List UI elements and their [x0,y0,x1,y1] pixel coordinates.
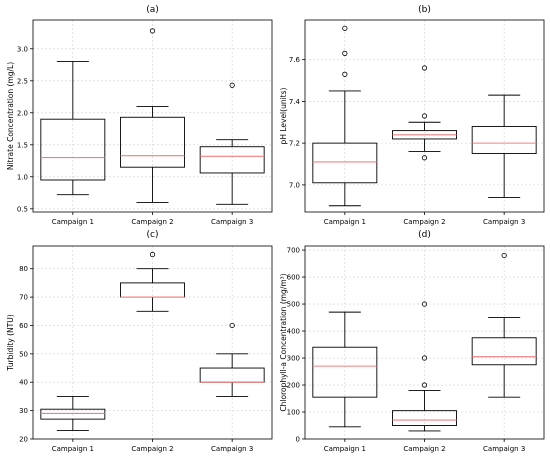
x-tick-label: Campaign 2 [131,445,173,453]
plot-frame [32,245,273,440]
chart-panel-2: (b) 7.0 7.2 7.4 7.6 Campaign 1 Campaign 2 Campa… [279,5,545,226]
outlier-point [342,50,348,56]
y-tick-label: 1.0 [17,173,28,181]
y-tick-label: 3.0 [17,45,28,53]
y-tick-label: 500 [287,301,300,309]
outlier-point [342,25,348,31]
y-axis-label: Chlorophyll-a Concentration (mg/m³) [279,273,288,411]
x-tick-label: Campaign 1 [52,218,94,226]
chart-panel-3: (c) 20 30 40 50 60 70 80 Campaign 1 Campaign 2 Cam… [6,230,273,453]
box-3 [471,94,537,198]
x-tick-label: Campaign 1 [52,445,94,453]
x-tick-label: Campaign 1 [324,445,366,453]
y-tick-label: 80 [19,265,28,273]
outlier-point [342,71,348,77]
box-iqr [471,337,537,366]
y-tick-label: 1.5 [17,141,28,149]
y-axis-label: Turbidity (NTU) [6,314,15,371]
box-iqr [471,125,537,155]
x-tick-label: Campaign 3 [211,445,253,453]
outlier-point [421,382,428,388]
chart-title: (a) [146,5,159,15]
box-1 [40,61,106,196]
y-tick-label: 7.4 [289,98,301,106]
y-tick-label: 7.2 [289,140,300,148]
y-tick-label: 600 [287,274,300,282]
plot-frame [304,19,545,213]
plot-frame [32,19,273,213]
box-3 [199,322,265,397]
outlier-point [229,82,235,88]
outlier-point [421,65,428,71]
x-tick-label: Campaign 3 [483,218,525,226]
box-iqr [392,410,457,426]
x-tick-label: Campaign 2 [403,218,445,226]
y-tick-label: 700 [287,247,300,255]
y-tick-label: 2.0 [17,109,28,117]
y-tick-label: 30 [19,407,28,415]
box-iqr [312,142,378,184]
box-3 [199,82,265,205]
y-tick-label: 0.5 [17,205,28,213]
y-tick-label: 2.5 [17,77,28,85]
y-tick-label: 60 [19,322,28,330]
y-tick-label: 7.0 [289,181,300,189]
y-tick-label: 300 [287,355,300,363]
box-2 [120,28,185,203]
chart-title: (b) [418,5,431,15]
x-tick-label: Campaign 3 [483,445,525,453]
chart-title: (d) [418,230,431,240]
plot-frame [304,245,545,440]
chart-panel-4: (d) 0 100 200 300 400 500 600 700 Campaign 1 Campa… [279,230,545,453]
outlier-point [421,355,428,361]
outlier-point [229,322,235,329]
chart-panel-1: (a) 0.5 1.0 1.5 2.0 2.5 3.0 Campaign 1 Campaign … [6,5,273,226]
x-tick-label: Campaign 2 [131,218,173,226]
outlier-point [421,155,428,161]
outlier-point [149,28,156,34]
y-tick-label: 100 [287,409,300,417]
outlier-point [421,113,428,119]
x-tick-label: Campaign 2 [403,445,445,453]
y-tick-label: 7.6 [289,56,301,64]
box-2 [120,251,185,312]
y-tick-label: 20 [19,436,28,444]
outlier-point [421,301,428,307]
box-iqr [120,116,185,168]
box-1 [40,395,106,431]
box-iqr [40,408,106,420]
box-2 [392,301,457,432]
chart-title: (c) [147,230,159,240]
outlier-point [149,251,156,258]
y-tick-label: 40 [19,379,28,387]
y-tick-label: 70 [19,294,28,302]
box-1 [312,311,378,428]
x-tick-label: Campaign 1 [324,218,366,226]
y-tick-label: 400 [287,328,300,336]
y-axis-label: pH Level(units) [279,87,288,144]
y-axis-label: Nitrate Concentration (mg/L) [6,62,15,170]
y-tick-label: 200 [287,382,300,390]
box-iqr [40,118,106,181]
outlier-point [501,252,507,259]
box-1 [312,25,378,207]
box-iqr [199,146,265,174]
y-tick-label: 50 [19,350,28,358]
y-tick-label: 0 [296,436,300,444]
box-3 [471,252,537,398]
x-tick-label: Campaign 3 [211,218,253,226]
box-2 [392,65,457,161]
box-iqr [312,346,378,398]
